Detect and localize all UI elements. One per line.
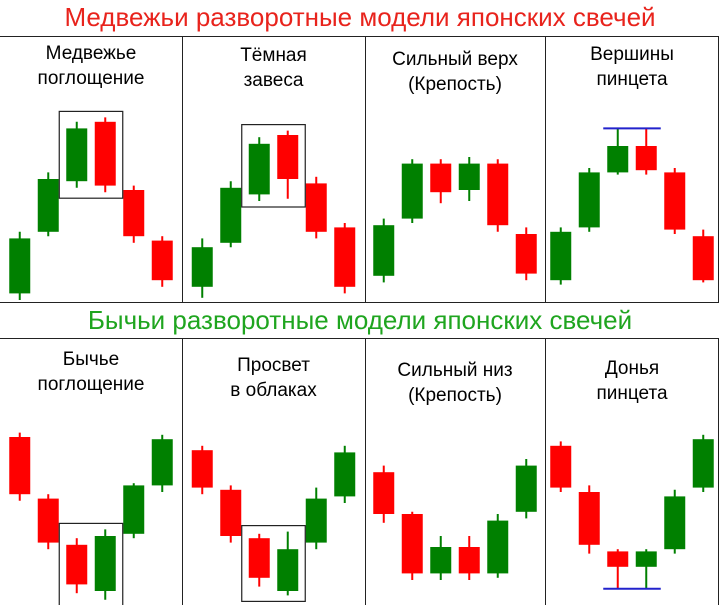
bullish-candle [578, 172, 600, 228]
pattern-highlight-box [241, 525, 306, 603]
bearish-candle [487, 163, 509, 226]
pattern-label-line2: (Крепость) [408, 385, 502, 406]
pattern-label-line1: Просвет [237, 355, 310, 376]
bullish-candles-svg [9, 338, 719, 605]
bullish-candle [334, 452, 356, 497]
bullish-candle [9, 238, 31, 294]
bullish-candle [401, 163, 423, 219]
bearish-candles-svg [9, 36, 719, 303]
bullish-candle [248, 143, 270, 195]
bearish-patterns-row [0, 36, 719, 303]
bearish-candle [66, 544, 88, 585]
pattern-label-tweezer-tops: Вершины пинцета [545, 42, 719, 92]
bullish-candle [191, 247, 213, 287]
pattern-label-line1: Сильный верх [392, 49, 518, 70]
bearish-candle [248, 538, 270, 578]
bullish-candle [607, 146, 629, 173]
pattern-label-strong-top: Сильный верх (Крепость) [365, 47, 545, 97]
pattern-label-line2: поглощение [37, 68, 145, 89]
bearish-candle [430, 163, 452, 193]
pattern-label-line1: Донья [604, 358, 660, 379]
bearish-candle [37, 498, 59, 543]
bullish-candle [277, 549, 299, 591]
bullish-candle [151, 439, 173, 486]
pattern-label-line2: пинцета [596, 69, 668, 90]
bullish-candle [123, 485, 145, 534]
bullish-patterns-row [0, 338, 719, 605]
bearish-candle [692, 236, 714, 281]
bullish-candle [515, 465, 537, 512]
bullish-candle [430, 547, 452, 574]
bearish-candle [664, 172, 686, 230]
bullish-candle [305, 498, 327, 543]
bullish-candle [664, 496, 686, 550]
bullish-candle [220, 187, 242, 243]
bearish-candle [220, 489, 242, 536]
pattern-label-line1: Медвежье [45, 43, 137, 64]
bearish-candle [305, 183, 327, 232]
bullish-candle [37, 179, 59, 232]
bearish-candle [94, 121, 116, 186]
bearish-candle [334, 227, 356, 287]
bearish-candle [151, 240, 173, 281]
pattern-label-bearish-engulfing: Медвежье поглощение [0, 41, 182, 91]
bearish-candle [578, 492, 600, 545]
bullish-candle [458, 163, 480, 190]
pattern-highlight-box [58, 110, 124, 199]
bearish-candle [9, 437, 31, 495]
bearish-candle [550, 445, 572, 488]
pattern-label-line1: Бычье [62, 349, 120, 370]
pattern-label-line2: (Крепость) [408, 74, 502, 95]
bullish-candle [66, 128, 88, 182]
pattern-label-bullish-engulfing: Бычье поглощение [0, 347, 182, 397]
bullish-candle [635, 551, 657, 567]
pattern-label-piercing: Просвет в облаках [182, 353, 365, 403]
pattern-label-strong-bottom: Сильный низ (Крепость) [365, 358, 545, 408]
bearish-candle [607, 551, 629, 567]
bearish-candle [401, 514, 423, 574]
pattern-highlight-box [58, 522, 124, 605]
pattern-label-line2: в облаках [230, 380, 317, 401]
bearish-candle [373, 472, 395, 514]
bearish-candle [635, 146, 657, 171]
pattern-highlight-box [241, 123, 306, 208]
bearish-candle [515, 234, 537, 274]
bullish-candle [692, 439, 714, 488]
pattern-label-tweezer-bottoms: Донья пинцета [545, 356, 719, 406]
pattern-label-line1: Тёмная [240, 45, 307, 66]
bullish-candle [487, 520, 509, 574]
pattern-label-line2: поглощение [37, 374, 145, 395]
bearish-section-title: Медвежьи разворотные модели японских све… [64, 2, 656, 32]
bullish-candle [94, 536, 116, 591]
bullish-candle [550, 231, 572, 281]
bearish-candle [191, 450, 213, 488]
pattern-label-dark-cloud: Тёмная завеса [182, 43, 365, 93]
pattern-label-line1: Сильный низ [397, 360, 513, 381]
bearish-candle [277, 135, 299, 179]
pattern-label-line2: пинцета [596, 383, 668, 404]
pattern-label-line2: завеса [243, 70, 304, 91]
bullish-candle [373, 225, 395, 276]
bullish-section-title: Бычьи разворотные модели японских свечей [87, 305, 633, 335]
bearish-candle [458, 547, 480, 574]
pattern-label-line1: Вершины [590, 44, 674, 65]
bearish-candle [123, 190, 145, 237]
